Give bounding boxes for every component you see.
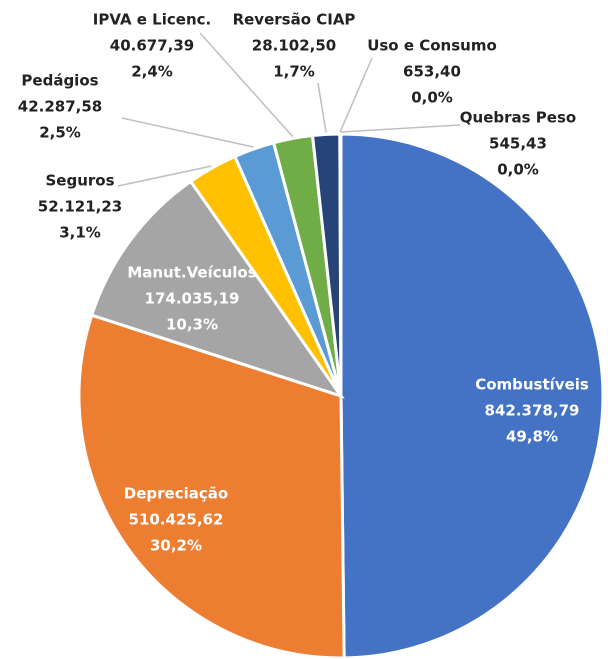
leader-line (199, 32, 294, 137)
value-label: 28.102,50 (252, 37, 336, 55)
percent-label: 49,8% (506, 428, 558, 446)
leader-line (340, 124, 461, 133)
value-label: 653,40 (403, 63, 461, 81)
leader-line (117, 165, 212, 187)
percent-label: 0,0% (411, 89, 453, 107)
percent-label: 10,3% (166, 316, 218, 334)
slice-label: Combustíveis (475, 376, 589, 394)
percent-label: 0,0% (497, 161, 539, 179)
pie-slice (89, 179, 345, 399)
value-label: 842.378,79 (485, 402, 580, 420)
slice-label: Quebras Peso (460, 109, 576, 127)
slice-label: Pedágios (21, 72, 98, 90)
leader-line (339, 57, 373, 133)
pie-slice (338, 132, 343, 397)
percent-label: 2,4% (131, 63, 173, 81)
value-label: 40.677,39 (110, 37, 194, 55)
percent-label: 1,7% (273, 63, 315, 81)
slice-label: Depreciação (124, 485, 228, 503)
pie-slice (339, 132, 605, 659)
percent-label: 30,2% (150, 537, 202, 555)
slice-label: Reversão CIAP (233, 11, 356, 29)
percent-label: 3,1% (59, 224, 101, 242)
slice-label: Manut.Veículos (127, 264, 256, 282)
leader-line (121, 117, 254, 148)
leader-line (317, 82, 327, 133)
slice-label: IPVA e Licenc. (93, 11, 211, 29)
value-label: 510.425,62 (129, 511, 224, 529)
slice-label: Uso e Consumo (367, 37, 497, 55)
value-label: 545,43 (489, 135, 547, 153)
value-label: 42.287,58 (18, 98, 102, 116)
pie-slice (77, 313, 346, 659)
value-label: 52.121,23 (38, 198, 122, 216)
percent-label: 2,5% (39, 124, 81, 142)
value-label: 174.035,19 (145, 290, 240, 308)
slice-label: Seguros (45, 172, 114, 190)
